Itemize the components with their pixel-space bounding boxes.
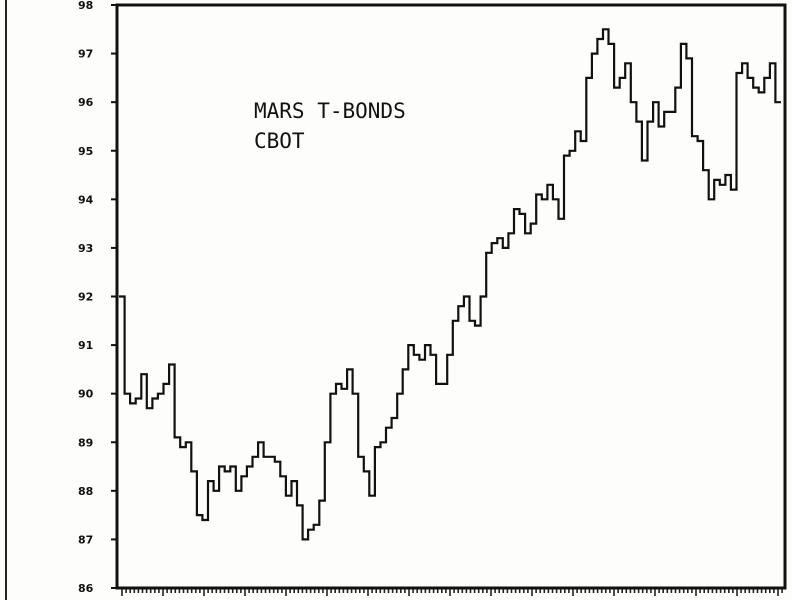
y-tick-label: 92 <box>78 291 93 304</box>
y-tick-label: 97 <box>78 48 93 61</box>
chart-title-line-1: MARS T-BONDS <box>254 99 406 123</box>
y-tick-label: 89 <box>78 436 93 449</box>
y-tick-label: 91 <box>78 339 93 352</box>
y-axis-tick-labels: 86 87 88 89 90 91 92 93 94 95 96 97 98 <box>78 0 117 595</box>
chart-title-line-2: CBOT <box>254 129 305 153</box>
y-tick-label: 88 <box>78 485 93 498</box>
plot-frame <box>115 3 787 590</box>
price-line-series <box>119 28 781 541</box>
y-tick-label: 95 <box>78 145 93 158</box>
y-tick-label: 98 <box>78 0 93 12</box>
y-tick-label: 94 <box>78 193 94 206</box>
y-tick-label: 86 <box>78 582 94 595</box>
y-tick-label: 93 <box>78 242 93 255</box>
y-tick-label: 96 <box>78 96 94 109</box>
y-tick-label: 87 <box>78 533 93 546</box>
y-tick-label: 90 <box>78 388 94 401</box>
